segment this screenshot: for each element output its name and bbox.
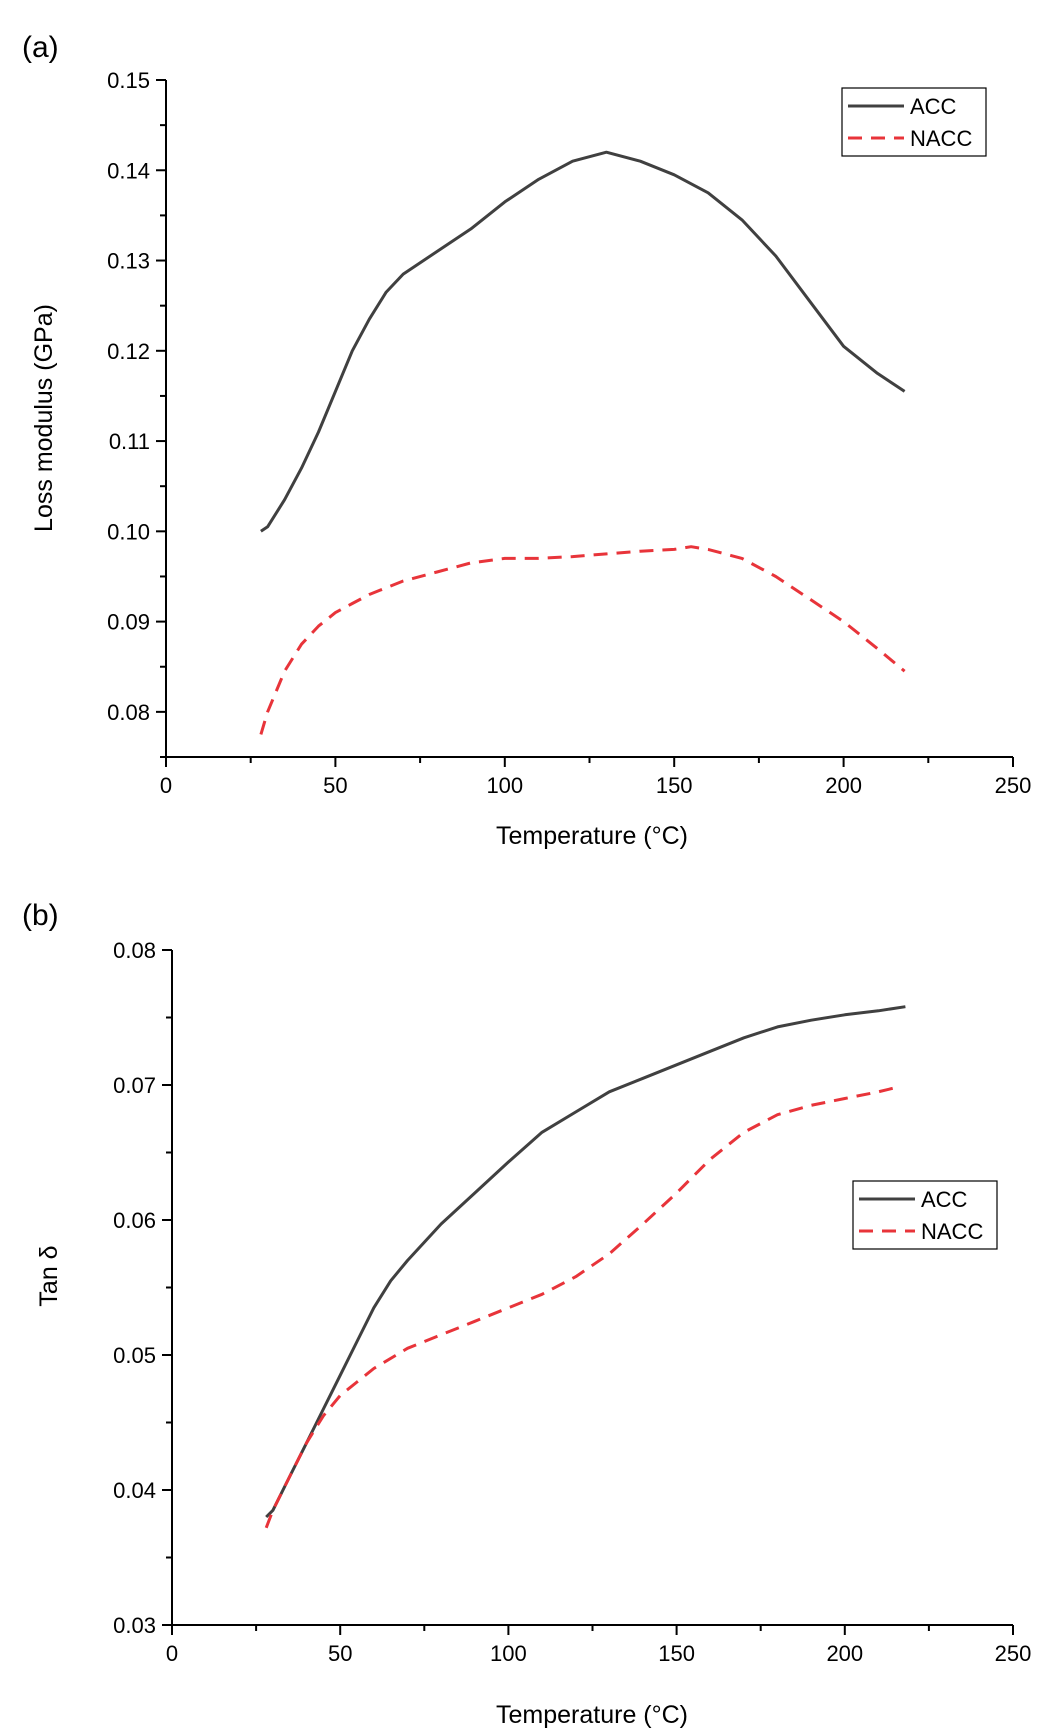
panel-b-plot: 0 50 100 150 200 250 0.03 0.04 0.05 0.06 0.07 0.08 [113,938,1031,1666]
panel-a-series-acc-line [260,150,906,533]
panel-a-series-nacc-line [259,545,906,735]
panel-a-y-tick-label: 0.08 [107,700,150,725]
panel-a-legend: ACC NACC [841,87,987,157]
panel-a-x-tick-label: 250 [995,773,1032,798]
panel-b-x-tick-label: 250 [995,1641,1032,1666]
panel-a-x-tick-label: 0 [160,773,172,798]
panel-b-y-tick-label: 0.05 [113,1343,156,1368]
panel-a-y-tick-label: 0.13 [107,249,150,274]
panel-a-legend-nacc-label: NACC [910,126,972,151]
panel-b: (b) 0 50 100 150 200 2500.030.040.050.060.070… [22,899,1031,1729]
panel-b-x-tick-label: 0 [166,1641,178,1666]
panel-a-x-tick-label: 100 [486,773,523,798]
panel-b-legend-box [852,1180,998,1250]
panel-a-legend-box [841,87,987,157]
panel-a-y-tick-label: 0.09 [107,610,150,635]
panel-b-y-tick-label: 0.04 [113,1478,156,1503]
panel-b-y-tick-label: 0.06 [113,1208,156,1233]
panel-a-y-tick-label: 0.12 [107,339,150,364]
panel-b-x-axis-title: Temperature (°C) [496,1701,688,1729]
panel-b-legend: ACC NACC [852,1180,998,1250]
panel-b-series-nacc-line [264,1086,896,1529]
panel-a-y-tick-label: 0.11 [109,429,150,454]
panel-a-y-tick-label: 0.10 [107,519,150,544]
panel-b-x-tick-label: 50 [328,1641,352,1666]
panel-b-x-tick-label: 150 [658,1641,695,1666]
panel-a-plot: 0 50 100 150 200 250 0.08 0.09 0.10 0.11 0.12 0.13 0… [107,68,1031,798]
panel-b-x-tick-label: 200 [826,1641,863,1666]
panel-a-y-tick-label: 0.14 [107,158,150,183]
panel-b-y-tick-label: 0.08 [113,938,156,963]
panel-b-label: (b) [22,899,59,932]
panel-b-legend-nacc-label: NACC [921,1219,983,1244]
panel-b-y-tick-label: 0.07 [113,1073,156,1098]
panel-b-y-tick-label: 0.03 [113,1613,156,1638]
panel-b-x-tick-label: 100 [490,1641,527,1666]
panel-a: (a) 0 50 100 150 200 2500.080.090.100.110.120… [22,31,1031,850]
panel-b-legend-acc-label: ACC [921,1187,968,1212]
panel-a-label: (a) [22,31,59,64]
panel-a-x-tick-label: 150 [656,773,693,798]
panel-a-x-tick-label: 50 [323,773,347,798]
panel-a-x-axis-title: Temperature (°C) [496,822,688,850]
panel-b-y-axis-title: Tan δ [35,1245,63,1306]
panel-a-y-tick-label: 0.15 [107,68,150,93]
panel-a-x-tick-label: 200 [825,773,862,798]
panel-a-legend-acc-label: ACC [910,94,957,119]
panel-a-y-axis-title: Loss modulus (GPa) [30,304,58,532]
panel-b-series-acc-line [265,1005,906,1519]
